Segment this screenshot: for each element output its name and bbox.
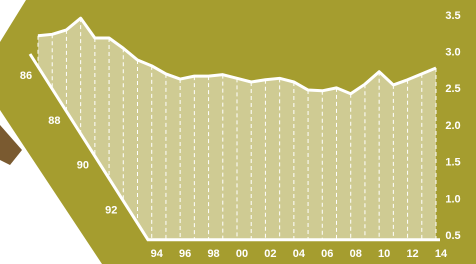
- x-tick-label: 04: [293, 248, 306, 260]
- x-tick-label: 10: [378, 248, 390, 260]
- x-tick-label: 94: [151, 248, 164, 260]
- x-tick-label: 08: [350, 248, 362, 260]
- x-tick-label: 86: [20, 70, 32, 82]
- y-tick-label: 2.0: [445, 120, 460, 132]
- y-tick-label: 2.5: [445, 83, 460, 95]
- y-tick-label: 1.5: [445, 157, 460, 169]
- x-tick-label: 88: [48, 115, 60, 127]
- y-tick-label: 0.5: [445, 230, 460, 242]
- x-tick-label: 92: [105, 205, 117, 217]
- x-tick-label: 02: [264, 248, 276, 260]
- x-tick-label: 98: [207, 248, 219, 260]
- y-tick-label: 3.5: [445, 10, 460, 22]
- x-tick-label: 00: [236, 248, 248, 260]
- chart: 0.5 1.0 1.5 2.0 2.5 3.0 3.5 86 88 90 92 94 96 98 00 02 0…: [0, 0, 476, 264]
- x-tick-label: 12: [406, 248, 418, 260]
- y-tick-label: 3.0: [445, 47, 460, 59]
- x-tick-label: 06: [321, 248, 333, 260]
- x-tick-label: 14: [435, 248, 448, 260]
- y-tick-label: 1.0: [445, 193, 460, 205]
- x-tick-label: 96: [179, 248, 191, 260]
- x-tick-label: 90: [77, 160, 89, 172]
